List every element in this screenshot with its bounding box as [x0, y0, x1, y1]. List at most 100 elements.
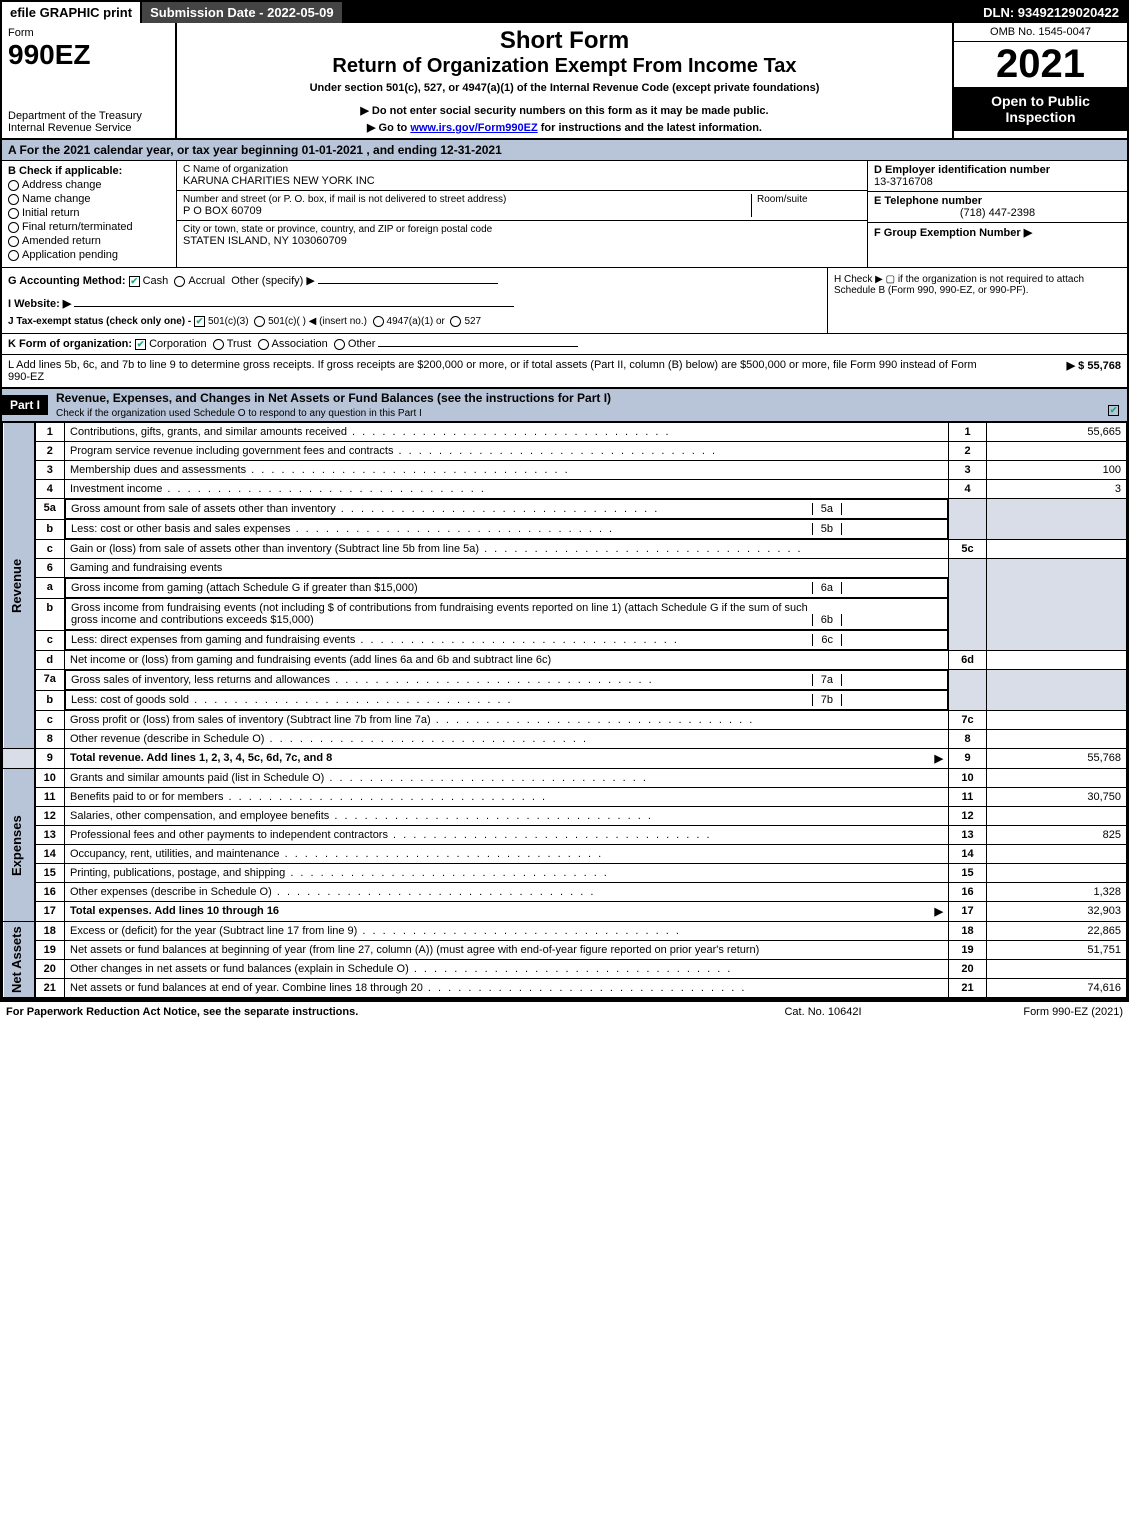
line-13-amt: 825 [987, 826, 1127, 845]
title-return: Return of Organization Exempt From Incom… [185, 55, 944, 78]
line-21-amt: 74,616 [987, 979, 1127, 998]
line-14-amt [987, 845, 1127, 864]
D-label: D Employer identification number [874, 164, 1121, 176]
cb-final-return[interactable]: Final return/terminated [8, 221, 170, 233]
line-7c-text: Gross profit or (loss) from sales of inv… [65, 711, 949, 730]
line-6a-amt[interactable] [842, 582, 942, 594]
header: Form 990EZ Department of the Treasury In… [2, 23, 1127, 140]
cb-501c3[interactable]: ✔ [194, 316, 205, 327]
line-5b-amt[interactable] [842, 523, 942, 535]
cb-initial-return[interactable]: Initial return [8, 207, 170, 219]
line-20-amt [987, 960, 1127, 979]
side-netassets: Net Assets [3, 922, 35, 998]
cb-trust[interactable] [213, 339, 224, 350]
line-6c-amt[interactable] [842, 634, 942, 646]
arrow-icon: ▶ [935, 752, 943, 765]
line-4-amt: 3 [987, 480, 1127, 499]
line-1-amt: 55,665 [987, 423, 1127, 442]
website-input[interactable] [74, 306, 514, 307]
line-K: K Form of organization: ✔Corporation Tru… [2, 334, 1127, 355]
topbar: efile GRAPHIC print Submission Date - 20… [2, 2, 1127, 23]
line-3-text: Membership dues and assessments [65, 461, 949, 480]
form-990ez: efile GRAPHIC print Submission Date - 20… [0, 0, 1129, 1000]
cb-accrual[interactable] [174, 276, 185, 287]
cb-amended[interactable]: Amended return [8, 235, 170, 247]
col-C: C Name of organization KARUNA CHARITIES … [177, 161, 867, 267]
arrow-icon: ▶ [935, 905, 943, 918]
footer-left: For Paperwork Reduction Act Notice, see … [6, 1006, 723, 1018]
org-address: P O BOX 60709 [183, 205, 751, 217]
other-org-input[interactable] [378, 346, 578, 347]
line-4-text: Investment income [65, 480, 949, 499]
cb-other-org[interactable] [334, 339, 345, 350]
line-6d-text: Net income or (loss) from gaming and fun… [65, 651, 949, 670]
part1-table: Revenue 1 Contributions, gifts, grants, … [2, 422, 1127, 998]
cb-527[interactable] [450, 316, 461, 327]
line-6-text: Gaming and fundraising events [65, 559, 949, 578]
footer-mid: Cat. No. 10642I [723, 1006, 923, 1018]
col-B: B Check if applicable: Address change Na… [2, 161, 177, 267]
line-17-amt: 32,903 [987, 902, 1127, 922]
line-18-text: Excess or (deficit) for the year (Subtra… [65, 922, 949, 941]
part1-bar: Part I Revenue, Expenses, and Changes in… [2, 388, 1127, 422]
line-20-text: Other changes in net assets or fund bala… [65, 960, 949, 979]
cb-address-change[interactable]: Address change [8, 179, 170, 191]
line-16-text: Other expenses (describe in Schedule O) [65, 883, 949, 902]
line-5a-amt[interactable] [842, 503, 942, 515]
line-18-amt: 22,865 [987, 922, 1127, 941]
line-12-amt [987, 807, 1127, 826]
C-addr-label: Number and street (or P. O. box, if mail… [183, 194, 751, 205]
line-12-text: Salaries, other compensation, and employ… [65, 807, 949, 826]
block-BCDEF: B Check if applicable: Address change Na… [2, 161, 1127, 268]
cb-schedule-o[interactable]: ✔ [1108, 405, 1119, 416]
line-15-amt [987, 864, 1127, 883]
line-2-text: Program service revenue including govern… [65, 442, 949, 461]
cb-501c[interactable] [254, 316, 265, 327]
line-7a-amt[interactable] [842, 674, 942, 686]
line-14-text: Occupancy, rent, utilities, and maintena… [65, 845, 949, 864]
C-room-label: Room/suite [757, 194, 861, 205]
cb-corp[interactable]: ✔ [135, 339, 146, 350]
cb-pending[interactable]: Application pending [8, 249, 170, 261]
efile-print[interactable]: efile GRAPHIC print [2, 2, 142, 23]
line-7b-amt[interactable] [842, 694, 942, 706]
cb-4947[interactable] [373, 316, 384, 327]
line-G: G Accounting Method: ✔Cash Accrual Other… [2, 268, 827, 333]
side-expenses: Expenses [3, 769, 35, 922]
cb-name-change[interactable]: Name change [8, 193, 170, 205]
form-label: Form [8, 27, 169, 39]
line-2-amt [987, 442, 1127, 461]
line-6c-text: Less: direct expenses from gaming and fu… [71, 634, 812, 646]
C-city-label: City or town, state or province, country… [183, 224, 861, 235]
line-11-amt: 30,750 [987, 788, 1127, 807]
cb-cash[interactable]: ✔ [129, 276, 140, 287]
line-I-label: I Website: ▶ [8, 298, 71, 310]
gross-receipts: ▶ $ 55,768 [1001, 359, 1121, 383]
line-6b-text: Gross income from fundraising events (no… [71, 602, 812, 626]
line-7b-text: Less: cost of goods sold [71, 694, 812, 706]
line-17-text: Total expenses. Add lines 10 through 16 [70, 905, 279, 917]
C-name-label: C Name of organization [183, 164, 861, 175]
part1-badge: Part I [2, 395, 48, 415]
sub1: Under section 501(c), 527, or 4947(a)(1)… [185, 82, 944, 94]
F-label: F Group Exemption Number ▶ [874, 226, 1121, 239]
line-13-text: Professional fees and other payments to … [65, 826, 949, 845]
line-GH: G Accounting Method: ✔Cash Accrual Other… [2, 268, 1127, 334]
line-1-text: Contributions, gifts, grants, and simila… [65, 423, 949, 442]
other-specify-input[interactable] [318, 283, 498, 284]
line-10-amt [987, 769, 1127, 788]
cb-assoc[interactable] [258, 339, 269, 350]
line-8-amt [987, 730, 1127, 749]
org-name: KARUNA CHARITIES NEW YORK INC [183, 175, 861, 187]
side-revenue: Revenue [3, 423, 35, 749]
line-11-text: Benefits paid to or for members [65, 788, 949, 807]
sub2: ▶ Do not enter social security numbers o… [185, 104, 944, 117]
line-9-text: Total revenue. Add lines 1, 2, 3, 4, 5c,… [70, 752, 332, 764]
line-8-text: Other revenue (describe in Schedule O) [65, 730, 949, 749]
line-16-amt: 1,328 [987, 883, 1127, 902]
line-H: H Check ▶ ▢ if the organization is not r… [827, 268, 1127, 333]
irs-link[interactable]: www.irs.gov/Form990EZ [410, 122, 537, 134]
line-6a-text: Gross income from gaming (attach Schedul… [71, 582, 812, 594]
dept: Department of the Treasury Internal Reve… [8, 110, 169, 134]
title-short-form: Short Form [185, 27, 944, 55]
